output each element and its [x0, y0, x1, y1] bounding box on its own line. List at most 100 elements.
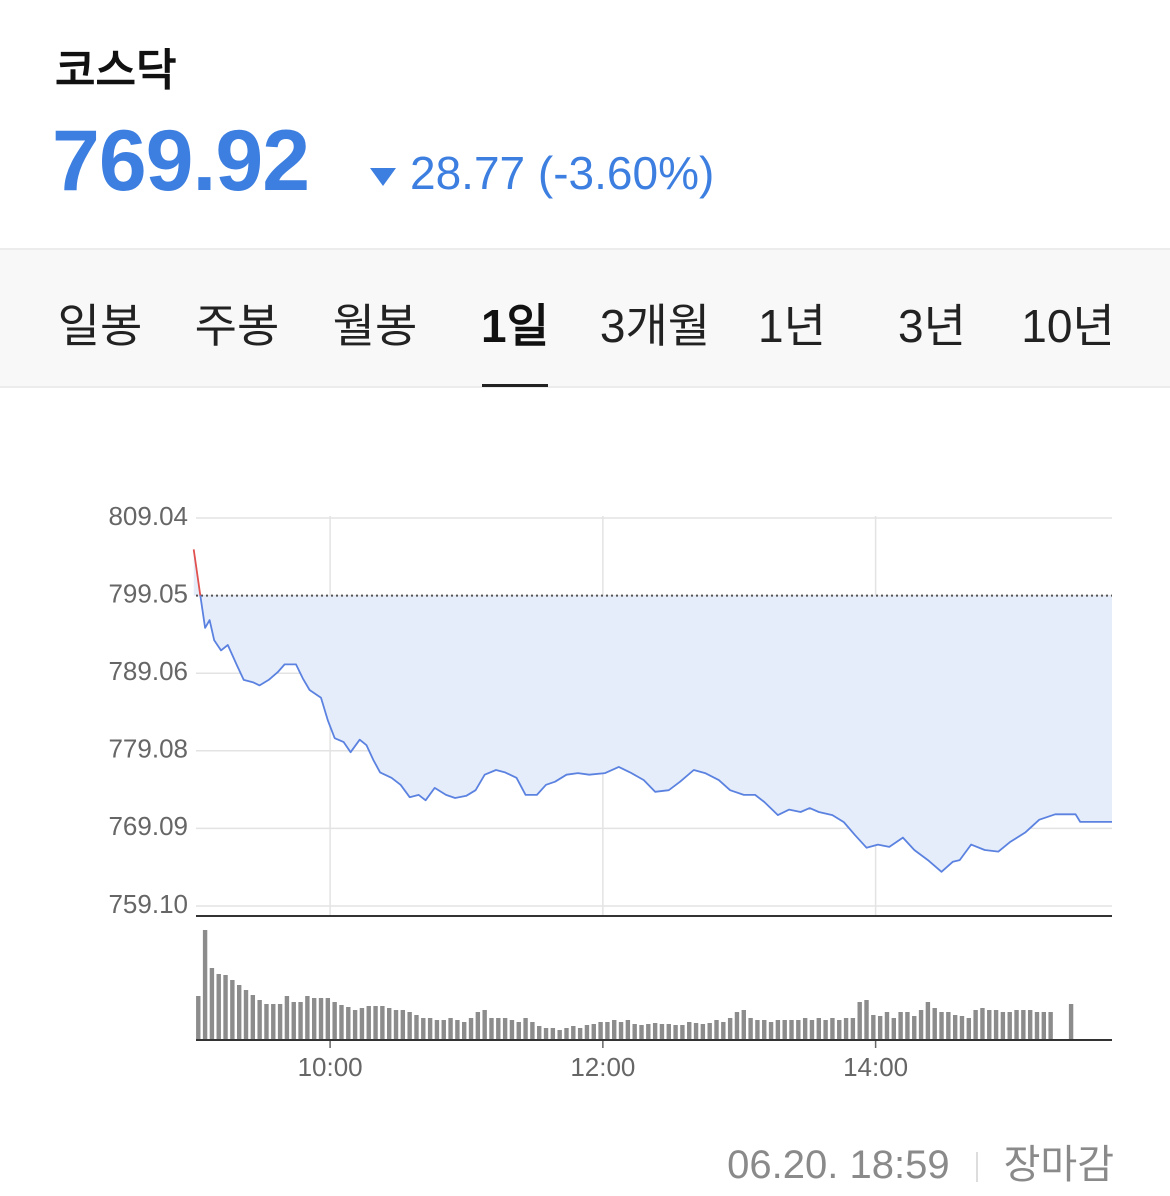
volume-bar [346, 1007, 351, 1040]
y-tick-label: 759.10 [108, 889, 188, 919]
volume-bar [591, 1024, 596, 1040]
volume-bar [755, 1020, 760, 1040]
volume-bar [393, 1010, 399, 1040]
volume-bar [646, 1024, 651, 1040]
period-tab[interactable]: 1년 [758, 300, 826, 352]
volume-bar [618, 1022, 624, 1040]
period-tab[interactable]: 1일 [481, 300, 549, 352]
volume-bar [318, 998, 324, 1040]
price-line [192, 549, 1112, 873]
volume-bar [284, 996, 290, 1040]
volume-bar [325, 998, 331, 1040]
volume-bar [680, 1025, 685, 1040]
volume-bar [502, 1018, 508, 1040]
volume-bar [700, 1024, 706, 1040]
volume-bar [202, 930, 208, 1040]
volume-bar [264, 1004, 269, 1040]
index-price: 769.92 [52, 113, 310, 209]
volume-bar [973, 1010, 978, 1040]
volume-bar [489, 1018, 494, 1040]
volume-bar [380, 1006, 385, 1040]
volume-bar [850, 1018, 856, 1040]
volume-bar [659, 1024, 665, 1040]
y-tick-label: 789.06 [108, 656, 188, 686]
change-amount: 28.77 [410, 147, 526, 199]
volume-bar [925, 1002, 931, 1040]
volume-bar [987, 1010, 992, 1040]
volume-bar [952, 1015, 958, 1040]
separator [975, 1152, 978, 1183]
volume-bar [864, 1000, 869, 1040]
change-percent: (-3.60%) [537, 147, 715, 199]
volume-bar [1041, 1012, 1047, 1040]
volume-bar [400, 1010, 406, 1040]
period-tab[interactable]: 주봉 [194, 300, 280, 352]
period-tab[interactable]: 일봉 [57, 300, 143, 352]
volume-bar [196, 996, 201, 1040]
volume-bar [1034, 1012, 1040, 1040]
volume-bar [727, 1018, 733, 1040]
volume-bar [577, 1028, 583, 1040]
period-tabs: 일봉 주봉 월봉 1일 3개월 1년 3년 10년 [0, 248, 1170, 388]
volume-bar [1000, 1012, 1006, 1040]
volume-bar [468, 1018, 474, 1040]
price-change: 28.77 (-3.60%) [410, 146, 714, 200]
period-tab[interactable]: 3개월 [599, 300, 711, 352]
period-tab[interactable]: 월봉 [332, 300, 418, 352]
volume-bar [830, 1018, 835, 1040]
volume-bar [557, 1030, 562, 1040]
volume-bar [966, 1018, 972, 1040]
volume-bar [775, 1020, 781, 1040]
volume-bar [291, 1002, 296, 1040]
volume-bar [721, 1022, 726, 1040]
x-tick-label: 12:00 [570, 1052, 635, 1082]
volume-bar [707, 1023, 712, 1040]
period-tab[interactable]: 10년 [1021, 300, 1115, 352]
volume-bar [311, 998, 317, 1040]
timestamp: 06.20. 18:59 [727, 1143, 950, 1187]
volume-bar [605, 1022, 610, 1040]
volume-bar [571, 1026, 576, 1040]
volume-bar [339, 1005, 344, 1040]
volume-bar [857, 1002, 862, 1040]
volume-bar [748, 1018, 753, 1040]
volume-bar [993, 1010, 999, 1040]
volume-bar [359, 1008, 365, 1040]
volume-bar [816, 1018, 821, 1040]
volume-bar [843, 1018, 849, 1040]
volume-bar [693, 1023, 699, 1040]
period-tab[interactable]: 3년 [898, 300, 966, 352]
y-tick-label: 799.05 [108, 579, 188, 609]
volume-bar [243, 990, 249, 1040]
volume-bar [871, 1015, 876, 1040]
volume-bar [809, 1020, 815, 1040]
volume-bar [959, 1016, 965, 1040]
volume-bar [741, 1010, 746, 1040]
volume-bar [666, 1024, 671, 1040]
volume-bar [550, 1028, 556, 1040]
volume-bar [216, 974, 221, 1040]
volume-bar [1021, 1010, 1026, 1040]
volume-bar [598, 1022, 603, 1040]
volume-bar [632, 1024, 637, 1040]
volume-bar [441, 1020, 446, 1040]
volume-bar [802, 1018, 808, 1040]
volume-bar [421, 1018, 426, 1040]
volume-bar [1068, 1004, 1074, 1040]
volume-bar [496, 1018, 501, 1040]
volume-bar [932, 1008, 937, 1040]
volume-bar [939, 1012, 944, 1040]
chart: 759.10 769.09 779.08 789.06 799.05 809.04 10:0… [108, 501, 1112, 1082]
volume-bar [734, 1012, 740, 1040]
index-title: 코스닥 [55, 46, 177, 95]
volume-bar [768, 1022, 774, 1040]
volume-bar [352, 1010, 358, 1040]
down-arrow [370, 168, 396, 186]
volume-bar [1048, 1012, 1053, 1040]
volume-bar [448, 1018, 453, 1040]
volume-bar [305, 996, 310, 1040]
volume-bar [373, 1006, 378, 1040]
volume-bar [209, 968, 215, 1040]
volume-bar [223, 975, 228, 1040]
volume-bar [543, 1028, 549, 1040]
